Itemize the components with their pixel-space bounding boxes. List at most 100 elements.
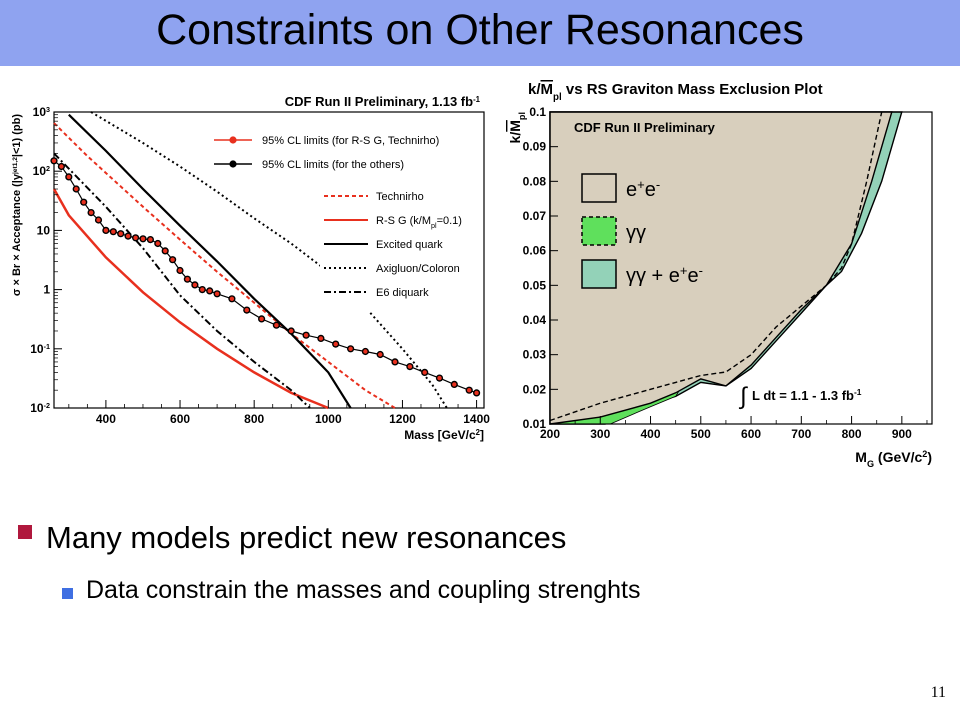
legend-label: γγ <box>626 222 646 244</box>
markers-legend-box <box>210 126 472 178</box>
data-point <box>437 375 442 381</box>
x-tick-label: 700 <box>791 427 811 441</box>
data-point <box>467 388 472 393</box>
y-tick-label: 0.02 <box>523 382 547 396</box>
data-point <box>200 287 205 292</box>
plot2-frame <box>549 111 933 425</box>
data-point <box>259 316 264 322</box>
series-line-0 <box>53 122 396 409</box>
data-point <box>125 233 131 239</box>
y-tick-label: 0.09 <box>523 140 547 154</box>
data-point <box>303 333 309 338</box>
legend-swatch <box>581 216 617 246</box>
data-point <box>96 217 101 223</box>
x-axis-label: Mass [GeV/c2] <box>404 428 484 443</box>
legend-marker-dot <box>229 160 237 168</box>
legend-marker-label: 95% CL limits (for R-S G, Technirho) <box>262 135 439 147</box>
graviton-exclusion-plot: 200 300 400 500 600 700 800 900 0.01 0.02 0.03 0.04… <box>507 81 933 469</box>
legend-line-label: R-S G (k/Mpl=0.1) <box>376 215 462 230</box>
legend-line-label: Excited quark <box>376 239 443 251</box>
data-point <box>363 349 368 354</box>
slide-title: Constraints on Other Resonances <box>156 6 804 54</box>
x-tick-label: 1400 <box>463 412 490 426</box>
x-tick-label: 300 <box>590 427 610 441</box>
data-point <box>229 296 235 301</box>
y-tick-label: 0.08 <box>523 174 547 188</box>
series-line-4 <box>53 152 311 409</box>
data-point <box>88 210 94 215</box>
data-point <box>133 235 138 240</box>
diphoton-boundary-dashed <box>549 111 883 422</box>
y-tick-label: 102 <box>33 164 50 179</box>
x-tick-label: 600 <box>170 412 190 426</box>
legend-swatch <box>581 173 617 203</box>
page-number: 11 <box>930 684 946 701</box>
data-point <box>103 228 109 233</box>
y-tick-label: 1 <box>43 283 50 297</box>
y-tick-label: 103 <box>33 105 50 120</box>
y-axis-label: σ × Br × Acceptance (|yjet1,2|<1) (pb) <box>11 114 23 296</box>
data-point <box>274 323 279 328</box>
y-tick-label: 0.05 <box>523 278 547 292</box>
legend-line-label: Technirho <box>376 191 424 203</box>
y-tick-label: 0.07 <box>523 209 547 223</box>
bullet-1: Many models predict new resonances <box>46 520 567 555</box>
luminosity-label: L dt = 1.1 - 1.3 fb-1 <box>752 387 862 403</box>
x-tick-label: 1000 <box>315 412 342 426</box>
plot1-title: CDF Run II Preliminary, 1.13 fb-1 <box>285 94 481 109</box>
plot2-inner-label: CDF Run II Preliminary <box>574 120 716 135</box>
y-tick-label: 0.1 <box>529 105 546 119</box>
data-point <box>192 282 198 288</box>
data-point <box>185 277 190 282</box>
data-point <box>155 241 160 246</box>
y-tick-label: 0.01 <box>523 417 547 431</box>
y-tick-label: 0.06 <box>523 244 547 258</box>
title-bar <box>0 0 960 66</box>
data-point <box>207 288 212 294</box>
y-tick-label: 10-2 <box>30 401 50 416</box>
plot2-title: k/Mpl vs RS Graviton Mass Exclusion Plot <box>528 81 823 103</box>
data-point <box>348 346 353 351</box>
legend-swatch <box>581 259 617 289</box>
x-tick-label: 200 <box>540 427 560 441</box>
dielectron-excluded-area <box>549 111 893 425</box>
data-point <box>163 248 168 254</box>
data-point <box>474 390 479 396</box>
data-point <box>422 370 427 375</box>
data-point <box>74 186 79 192</box>
series-line-2 <box>68 113 352 409</box>
x-axis-label: MG (GeV/c2) <box>855 449 932 469</box>
x-tick-label: 400 <box>641 427 661 441</box>
x-tick-label: 600 <box>741 427 761 441</box>
x-tick-label: 1200 <box>389 412 416 426</box>
data-point <box>51 158 57 163</box>
data-point <box>244 307 249 313</box>
data-point <box>148 237 153 242</box>
data-point <box>59 164 64 169</box>
data-point <box>378 352 383 357</box>
y-tick-label: 10 <box>37 223 51 237</box>
integral-sign: ∫ <box>738 383 748 410</box>
x-tick-label: 800 <box>842 427 862 441</box>
legend-marker-label: 95% CL limits (for the others) <box>262 159 404 171</box>
x-tick-label: 500 <box>691 427 711 441</box>
data-point <box>452 382 457 387</box>
bullet-square-icon <box>18 525 32 539</box>
sub-bullet-square-icon <box>62 588 73 599</box>
y-axis-label: k/Mpl <box>507 112 527 143</box>
data-point <box>392 359 398 365</box>
y-tick-label: 10-1 <box>30 341 50 356</box>
legend-label: γγ + e+e- <box>626 263 703 288</box>
data-point <box>140 236 146 241</box>
data-point <box>407 364 413 369</box>
data-point <box>318 336 324 341</box>
lines-legend-box <box>320 184 482 312</box>
data-point <box>66 174 72 180</box>
x-tick-label: 900 <box>892 427 912 441</box>
legend-label: e+e- <box>626 177 660 202</box>
y-tick-label: 0.03 <box>523 348 547 362</box>
legend-marker-dot <box>229 136 237 144</box>
series-line-1 <box>52 188 329 410</box>
bullet-2: Data constrain the masses and coupling s… <box>86 576 641 604</box>
